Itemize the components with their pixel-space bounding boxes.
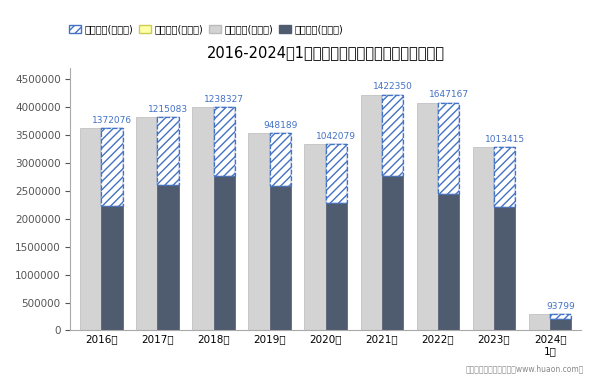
Bar <box>382 176 403 330</box>
Text: 1042079: 1042079 <box>316 132 356 141</box>
Text: 93799: 93799 <box>547 302 575 311</box>
Bar <box>361 95 382 330</box>
Bar <box>326 202 347 330</box>
Bar <box>529 314 550 330</box>
Bar <box>438 102 460 194</box>
Text: 1013415: 1013415 <box>485 135 524 144</box>
Bar <box>326 144 347 202</box>
Bar <box>213 107 235 176</box>
Bar <box>269 133 291 186</box>
Bar <box>269 133 291 186</box>
Bar <box>305 144 326 330</box>
Bar <box>550 314 572 319</box>
Bar <box>269 186 291 330</box>
Bar <box>550 319 572 330</box>
Text: 制图：华经产业研究院（www.huaon.com）: 制图：华经产业研究院（www.huaon.com） <box>465 364 584 373</box>
Bar <box>80 128 101 330</box>
Title: 2016-2024年1月福建省外商投资企业进出口差额图: 2016-2024年1月福建省外商投资企业进出口差额图 <box>207 45 445 60</box>
Bar <box>438 102 460 194</box>
Bar <box>193 107 213 330</box>
Text: 948189: 948189 <box>263 121 297 130</box>
Bar <box>101 206 123 330</box>
Text: 1422350: 1422350 <box>372 82 412 92</box>
Text: 1647167: 1647167 <box>429 90 468 99</box>
Legend: 贸易顺差(万美元), 贸易逆差(万美元), 出口总额(万美元), 进口总额(万美元): 贸易顺差(万美元), 贸易逆差(万美元), 出口总额(万美元), 进口总额(万美… <box>65 20 347 38</box>
Bar <box>157 117 179 185</box>
Bar <box>213 176 235 330</box>
Bar <box>473 147 494 330</box>
Bar <box>101 128 123 206</box>
Text: 1372076: 1372076 <box>92 116 132 125</box>
Bar <box>136 117 157 330</box>
Bar <box>438 194 460 330</box>
Bar <box>494 207 516 330</box>
Bar <box>382 95 403 176</box>
Bar <box>550 314 572 319</box>
Bar <box>326 144 347 202</box>
Bar <box>494 147 516 207</box>
Bar <box>494 147 516 207</box>
Bar <box>101 128 123 206</box>
Text: 1215083: 1215083 <box>148 105 188 114</box>
Bar <box>417 102 438 330</box>
Text: 1238327: 1238327 <box>204 94 244 104</box>
Bar <box>157 185 179 330</box>
Bar <box>382 95 403 176</box>
Bar <box>157 117 179 185</box>
Bar <box>249 133 269 330</box>
Bar <box>213 107 235 176</box>
